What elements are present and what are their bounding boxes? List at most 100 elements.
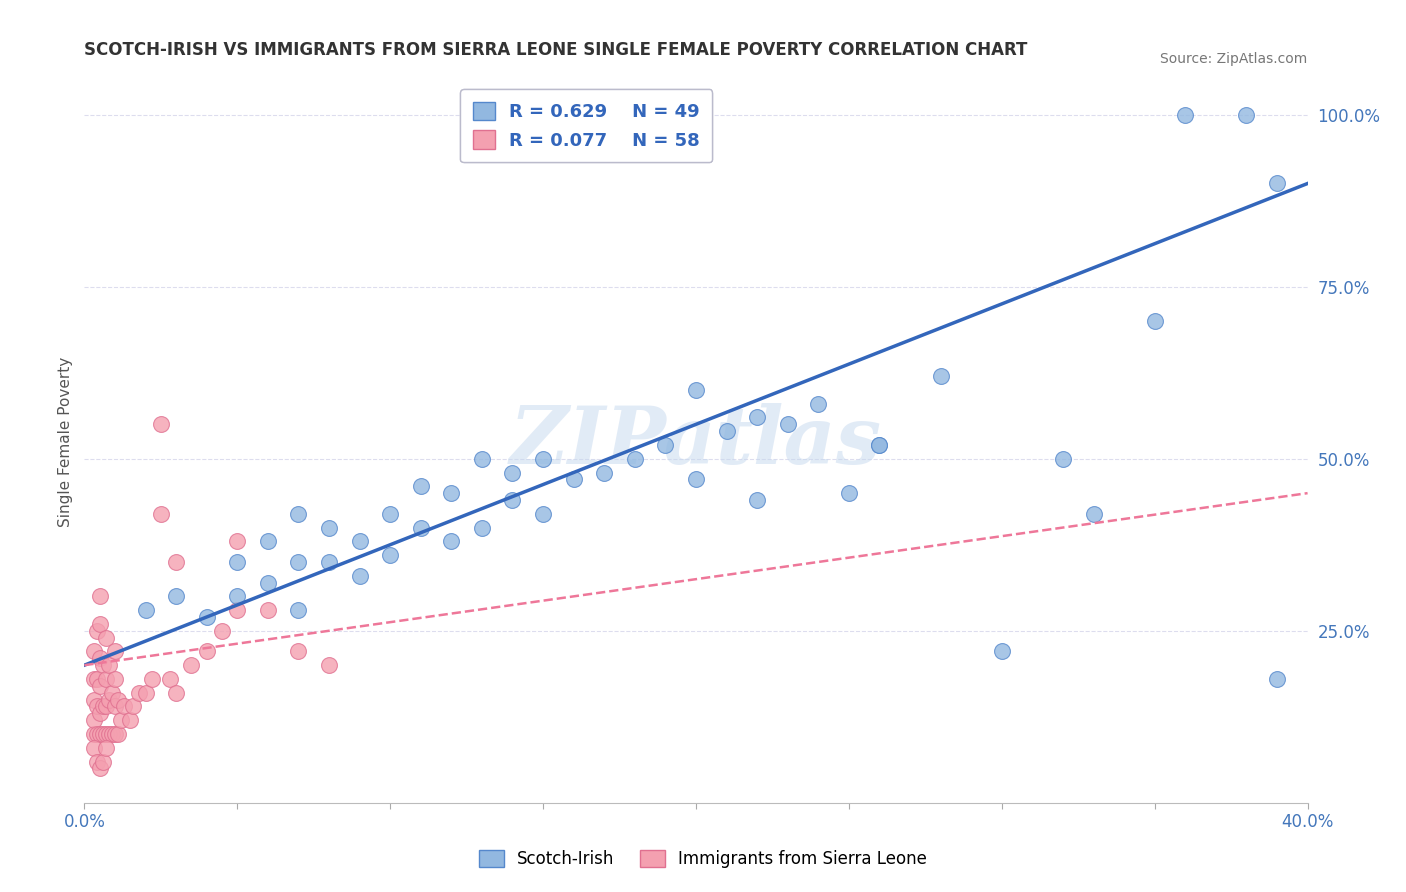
Text: SCOTCH-IRISH VS IMMIGRANTS FROM SIERRA LEONE SINGLE FEMALE POVERTY CORRELATION C: SCOTCH-IRISH VS IMMIGRANTS FROM SIERRA L…	[84, 41, 1028, 59]
Point	[94, 727, 117, 741]
Point	[89, 706, 111, 721]
Point	[107, 692, 129, 706]
Point	[287, 644, 309, 658]
Point	[94, 699, 117, 714]
Point	[86, 727, 108, 741]
Point	[380, 548, 402, 562]
Point	[685, 383, 707, 397]
Point	[349, 534, 371, 549]
Point	[531, 507, 554, 521]
Point	[226, 603, 249, 617]
Point	[135, 603, 157, 617]
Legend: Scotch-Irish, Immigrants from Sierra Leone: Scotch-Irish, Immigrants from Sierra Leo…	[472, 843, 934, 875]
Point	[89, 761, 111, 775]
Point	[101, 727, 124, 741]
Point	[318, 658, 340, 673]
Point	[624, 451, 647, 466]
Point	[89, 679, 111, 693]
Point	[502, 466, 524, 480]
Point	[991, 644, 1014, 658]
Point	[128, 686, 150, 700]
Point	[471, 451, 494, 466]
Point	[149, 507, 172, 521]
Point	[562, 472, 585, 486]
Point	[97, 727, 120, 741]
Point	[1083, 507, 1105, 521]
Point	[409, 479, 432, 493]
Point	[104, 727, 127, 741]
Point	[89, 651, 111, 665]
Point	[120, 713, 142, 727]
Point	[104, 644, 127, 658]
Point	[107, 727, 129, 741]
Point	[226, 555, 249, 569]
Point	[349, 568, 371, 582]
Point	[91, 658, 114, 673]
Point	[165, 686, 187, 700]
Point	[86, 755, 108, 769]
Point	[83, 644, 105, 658]
Point	[409, 520, 432, 534]
Point	[104, 672, 127, 686]
Point	[440, 486, 463, 500]
Point	[257, 575, 280, 590]
Point	[502, 493, 524, 508]
Point	[94, 740, 117, 755]
Point	[91, 699, 114, 714]
Point	[1265, 672, 1288, 686]
Point	[440, 534, 463, 549]
Point	[135, 686, 157, 700]
Point	[685, 472, 707, 486]
Point	[929, 369, 952, 384]
Point	[86, 672, 108, 686]
Point	[654, 438, 676, 452]
Point	[869, 438, 891, 452]
Point	[531, 451, 554, 466]
Point	[86, 624, 108, 638]
Point	[211, 624, 233, 638]
Point	[180, 658, 202, 673]
Point	[86, 699, 108, 714]
Point	[226, 534, 249, 549]
Point	[226, 590, 249, 604]
Point	[159, 672, 181, 686]
Point	[91, 727, 114, 741]
Point	[747, 493, 769, 508]
Point	[94, 672, 117, 686]
Point	[83, 727, 105, 741]
Point	[257, 603, 280, 617]
Point	[747, 410, 769, 425]
Point	[165, 590, 187, 604]
Point	[149, 417, 172, 432]
Point	[195, 610, 218, 624]
Point	[165, 555, 187, 569]
Point	[318, 555, 340, 569]
Point	[1174, 108, 1197, 122]
Point	[83, 713, 105, 727]
Point	[807, 397, 830, 411]
Point	[838, 486, 860, 500]
Point	[89, 590, 111, 604]
Point	[91, 755, 114, 769]
Point	[1052, 451, 1074, 466]
Point	[1143, 314, 1166, 328]
Point	[83, 740, 105, 755]
Point	[122, 699, 145, 714]
Point	[83, 672, 105, 686]
Point	[1265, 177, 1288, 191]
Point	[89, 727, 111, 741]
Point	[101, 686, 124, 700]
Point	[141, 672, 163, 686]
Point	[110, 713, 132, 727]
Point	[380, 507, 402, 521]
Point	[97, 692, 120, 706]
Point	[195, 644, 218, 658]
Point	[1236, 108, 1258, 122]
Point	[94, 631, 117, 645]
Text: Source: ZipAtlas.com: Source: ZipAtlas.com	[1160, 52, 1308, 66]
Point	[287, 603, 309, 617]
Point	[716, 424, 738, 438]
Y-axis label: Single Female Poverty: Single Female Poverty	[58, 357, 73, 526]
Point	[257, 534, 280, 549]
Point	[287, 555, 309, 569]
